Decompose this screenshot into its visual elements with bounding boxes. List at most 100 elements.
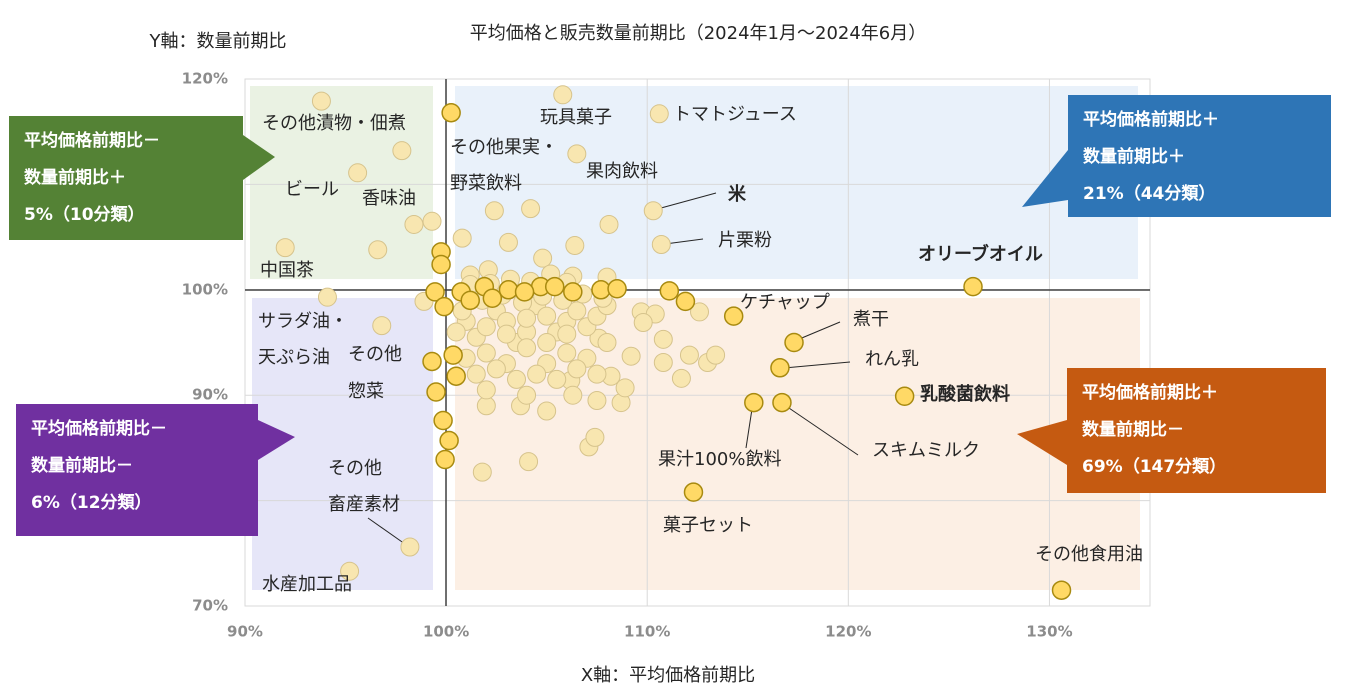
data-point — [544, 276, 565, 297]
data-point — [476, 317, 496, 337]
data-point — [591, 280, 611, 300]
data-point — [653, 329, 673, 349]
data-point — [434, 296, 454, 317]
data-point — [744, 392, 764, 413]
callout-text: 平均価格前期比＋ — [1083, 109, 1219, 130]
data-point — [567, 301, 587, 321]
data-point — [439, 430, 459, 451]
callout-box — [1068, 95, 1331, 217]
callout-pointer — [243, 135, 275, 180]
annotation: 玩具菓子 — [540, 107, 612, 128]
data-point — [537, 333, 557, 352]
data-point — [435, 449, 455, 470]
annotation: その他漬物・佃煮 — [262, 113, 406, 134]
data-point — [422, 351, 442, 372]
leader-lines — [367, 192, 859, 545]
callout-box — [1067, 368, 1326, 493]
data-point — [683, 482, 704, 502]
data-point — [585, 427, 605, 447]
data-point — [1051, 580, 1072, 600]
callout-text: 平均価格前期比－ — [31, 418, 167, 439]
annotation: 果肉飲料 — [586, 161, 658, 182]
data-point — [498, 280, 519, 300]
x-axis-title: X軸：平均価格前期比 — [581, 665, 755, 686]
data-point — [527, 364, 547, 384]
data-point — [894, 386, 915, 407]
data-point — [553, 85, 573, 105]
callout-text: 5%（10分類） — [24, 204, 145, 225]
annotation: 水産加工品 — [262, 574, 352, 595]
data-point — [671, 368, 691, 388]
data-point — [498, 232, 518, 252]
leader-line — [796, 321, 841, 341]
data-point — [443, 345, 463, 365]
leader-line — [783, 361, 851, 369]
y-axis-title: Y軸：数量前期比 — [149, 31, 287, 52]
data-point — [557, 343, 577, 363]
data-point — [607, 278, 627, 299]
data-point — [706, 345, 726, 365]
x-tick-label: 100% — [423, 623, 469, 641]
data-point — [496, 324, 516, 344]
data-point — [400, 537, 420, 557]
data-point — [368, 240, 388, 260]
annotation: 乳酸菌飲料 — [920, 383, 1010, 405]
callout-text: 平均価格前期比－ — [24, 130, 160, 151]
callout-text: 数量前期比＋ — [1083, 146, 1185, 167]
plot-border — [244, 78, 1151, 607]
callout-pointer — [1022, 150, 1068, 207]
leader-line — [745, 408, 753, 449]
data-point — [446, 322, 466, 342]
annotation: 畜産素材 — [328, 494, 400, 515]
annotation: 天ぷら油 — [258, 347, 330, 368]
data-point — [486, 359, 506, 379]
x-tick-label: 90% — [227, 623, 263, 641]
data-point — [563, 282, 583, 302]
data-point — [587, 364, 607, 384]
callout-box — [16, 404, 258, 536]
annotation: オリーブオイル — [918, 243, 1043, 265]
data-point — [521, 199, 541, 219]
data-point — [621, 346, 641, 366]
data-point — [476, 380, 496, 400]
callout-text: 数量前期比＋ — [24, 167, 126, 188]
data-point — [633, 312, 653, 332]
data-point — [348, 163, 368, 183]
data-point — [446, 366, 466, 386]
data-point — [675, 291, 696, 312]
annotation: トマトジュース — [673, 104, 797, 125]
callout-text: 21%（44分類） — [1083, 183, 1215, 204]
data-point — [482, 288, 503, 308]
data-point — [519, 452, 539, 472]
x-tick-label: 120% — [825, 623, 871, 641]
callout-text: 数量前期比－ — [31, 455, 133, 476]
callout-pointer — [1017, 420, 1067, 465]
data-point — [476, 396, 496, 416]
data-point — [472, 462, 492, 482]
data-point — [433, 410, 453, 431]
data-point — [963, 276, 983, 297]
annotation: れん乳 — [865, 349, 919, 370]
y-tick-label: 70% — [192, 597, 228, 615]
callout-text: 平均価格前期比＋ — [1082, 382, 1218, 403]
data-point — [649, 104, 669, 124]
annotation: 米 — [728, 183, 747, 205]
data-point — [484, 201, 504, 221]
data-point — [567, 359, 587, 379]
data-point — [311, 91, 331, 111]
annotation: ビール — [285, 179, 339, 200]
data-point — [533, 248, 553, 268]
data-point — [426, 382, 446, 402]
annotation: その他果実・ — [450, 137, 558, 158]
data-point — [517, 385, 537, 405]
data-point — [597, 333, 617, 352]
callout-text: 69%（147分類） — [1082, 456, 1226, 477]
annotation: ケチャップ — [740, 292, 830, 313]
data-point — [431, 254, 451, 275]
x-tick-label: 110% — [624, 623, 670, 641]
data-point — [651, 234, 671, 254]
data-point — [643, 201, 663, 221]
data-point — [517, 308, 537, 328]
chart-title: 平均価格と販売数量前期比（2024年1月～2024年6月） — [470, 23, 927, 44]
